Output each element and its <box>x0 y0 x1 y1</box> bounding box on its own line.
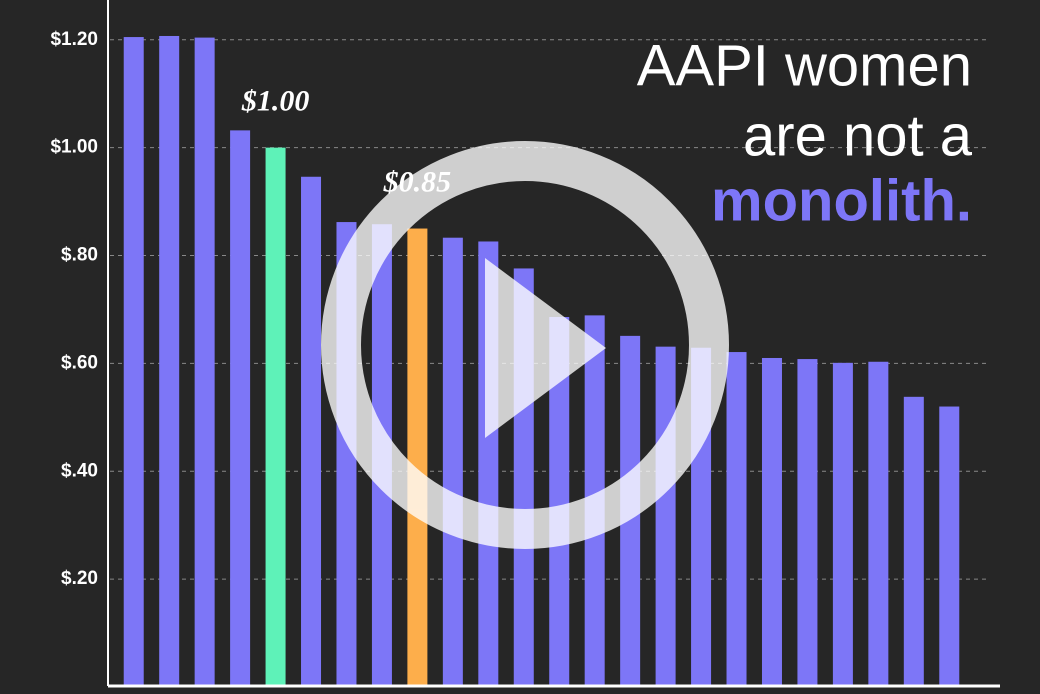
play-button[interactable] <box>321 141 729 549</box>
bar <box>761 357 782 687</box>
bar <box>655 346 676 687</box>
y-tick-label: $1.20 <box>50 29 98 50</box>
bar <box>265 147 286 687</box>
bar <box>123 37 144 687</box>
bar <box>797 359 818 687</box>
bar <box>868 361 889 687</box>
bar <box>230 130 251 688</box>
title-highlight: monolith. <box>711 168 972 233</box>
y-tick-label: $1.00 <box>50 137 98 158</box>
y-tick-label: $.40 <box>61 460 98 481</box>
title-line: are not a <box>743 103 973 168</box>
bar <box>194 37 215 687</box>
bar <box>301 176 322 687</box>
y-tick-label: $.60 <box>61 352 98 373</box>
bar <box>939 406 960 687</box>
bar <box>832 362 853 687</box>
y-tick-label: $.80 <box>61 245 98 266</box>
bar <box>726 352 747 687</box>
bar <box>903 396 924 687</box>
value-label: $1.00 <box>241 85 310 118</box>
y-tick-label: $.20 <box>61 568 98 589</box>
play-icon[interactable] <box>485 258 606 438</box>
plot: $.20$.40$.60$.80$1.00$1.20$1.00$0.85 <box>50 29 990 688</box>
title-line: AAPI women <box>637 33 972 98</box>
bar <box>442 237 463 688</box>
bar <box>159 35 180 687</box>
bar <box>407 228 428 687</box>
play-ring[interactable] <box>321 141 729 549</box>
bar <box>549 316 570 687</box>
